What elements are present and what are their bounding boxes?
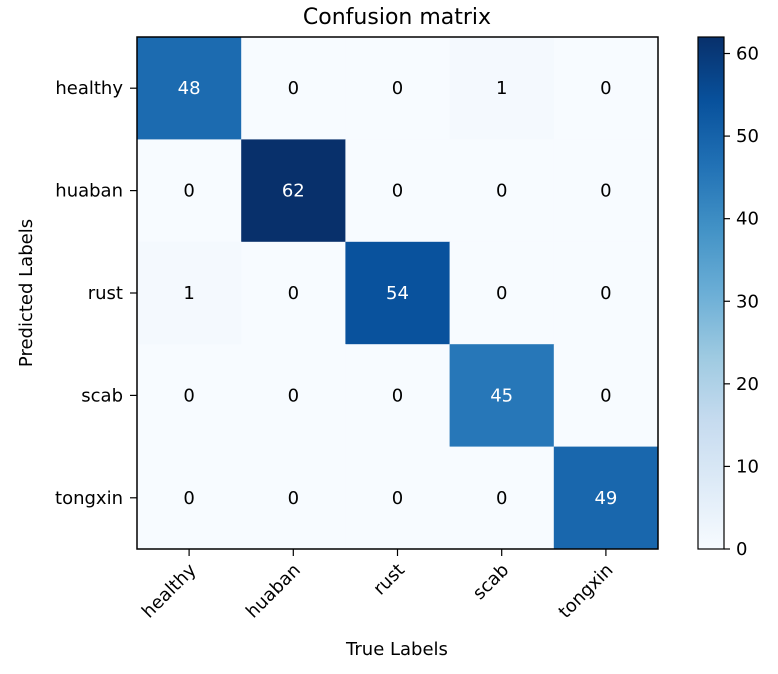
- heatmap-cell-3-0: [137, 344, 242, 448]
- x-tick-label: healthy: [138, 559, 201, 622]
- heatmap-cell-3-1: [241, 344, 346, 448]
- cell-value-2-1: 0: [288, 283, 299, 304]
- cell-value-2-2: 54: [386, 283, 409, 304]
- chart-title: Confusion matrix: [303, 5, 491, 30]
- cell-value-1-1: 62: [282, 181, 305, 202]
- colorbar-tick-label: 40: [736, 209, 759, 230]
- cell-value-4-4: 49: [594, 488, 617, 509]
- colorbar-tick-label: 20: [736, 374, 759, 395]
- cell-value-3-4: 0: [600, 385, 611, 406]
- x-axis-ticks: healthy huaban rust scab tongxin: [138, 549, 617, 623]
- heatmap-cell-2-2: [345, 241, 451, 345]
- colorbar-tick-label: 30: [736, 291, 759, 312]
- heatmap-cell-4-4: [553, 446, 659, 550]
- colorbar-tick-label: 60: [736, 44, 759, 65]
- x-tick-label: huaban: [242, 560, 305, 623]
- heatmap-cell-3-2: [345, 344, 451, 448]
- heatmap-cell-1-2: [345, 139, 451, 243]
- heatmap-cell-0-4: [553, 37, 659, 140]
- y-tick-label: tongxin: [55, 488, 123, 509]
- cell-value-2-4: 0: [600, 283, 611, 304]
- heatmap-cell-0-0: [137, 37, 242, 140]
- colorbar-ticks: 0 10 20 30 40 50 60: [724, 44, 759, 560]
- cell-value-4-3: 0: [496, 488, 507, 509]
- cell-value-4-1: 0: [288, 488, 299, 509]
- cell-value-3-0: 0: [183, 385, 194, 406]
- cell-value-1-0: 0: [183, 181, 194, 202]
- colorbar: [697, 36, 725, 550]
- heatmap-cell-0-1: [241, 37, 346, 140]
- heatmap-cell-2-3: [449, 241, 555, 345]
- cell-value-1-3: 0: [496, 181, 507, 202]
- cell-value-3-1: 0: [288, 385, 299, 406]
- heatmap-cell-1-1: [241, 139, 346, 243]
- cell-value-1-4: 0: [600, 181, 611, 202]
- y-tick-label: huaban: [55, 181, 123, 202]
- cell-value-4-0: 0: [183, 488, 194, 509]
- heatmap-cell-2-1: [241, 241, 346, 345]
- colorbar-tick-label: 50: [736, 126, 759, 147]
- colorbar-tick-label: 10: [736, 456, 759, 477]
- heatmap-cell-4-1: [241, 446, 346, 550]
- cell-value-0-4: 0: [600, 78, 611, 99]
- cell-value-3-2: 0: [392, 385, 403, 406]
- heatmap-cell-0-2: [345, 37, 451, 140]
- heatmap-cell-4-2: [345, 446, 451, 550]
- heatmap-cell-3-4: [553, 344, 659, 448]
- heatmap-cell-0-3: [449, 37, 555, 140]
- cell-value-1-2: 0: [392, 181, 403, 202]
- heatmap-cells: [137, 37, 659, 550]
- y-tick-label: scab: [81, 385, 123, 406]
- cell-value-0-1: 0: [288, 78, 299, 99]
- x-tick-label: scab: [469, 560, 513, 604]
- x-tick-label: tongxin: [555, 560, 618, 623]
- cell-value-0-0: 48: [178, 78, 201, 99]
- cell-value-3-3: 45: [490, 385, 513, 406]
- y-tick-label: rust: [88, 283, 123, 304]
- y-axis-label: Predicted Labels: [16, 219, 37, 367]
- cell-value-2-0: 1: [183, 283, 194, 304]
- cell-value-2-3: 0: [496, 283, 507, 304]
- heatmap-cell-1-4: [553, 139, 659, 243]
- heatmap-cell-1-3: [449, 139, 555, 243]
- heatmap-cell-3-3: [449, 344, 555, 448]
- cell-value-0-2: 0: [392, 78, 403, 99]
- heatmap-cell-4-0: [137, 446, 242, 550]
- heatmap-cell-4-3: [449, 446, 555, 550]
- heatmap-cell-2-0: [137, 241, 242, 345]
- x-axis-label: True Labels: [345, 639, 448, 660]
- colorbar-tick-label: 0: [736, 539, 747, 560]
- heatmap-cell-2-4: [553, 241, 659, 345]
- x-tick-label: rust: [369, 560, 409, 600]
- cell-value-4-2: 0: [392, 488, 403, 509]
- y-tick-label: healthy: [55, 78, 123, 99]
- heatmap-cell-labels: 48 0 0 1 0 0 62 0 0 0 1 0 54 0 0 0 0 0 45 0 0 0 0 0 49: [178, 78, 618, 509]
- heatmap-cell-1-0: [137, 139, 242, 243]
- cell-value-0-3: 1: [496, 78, 507, 99]
- y-axis-ticks: healthy huaban rust scab tongxin: [55, 78, 137, 509]
